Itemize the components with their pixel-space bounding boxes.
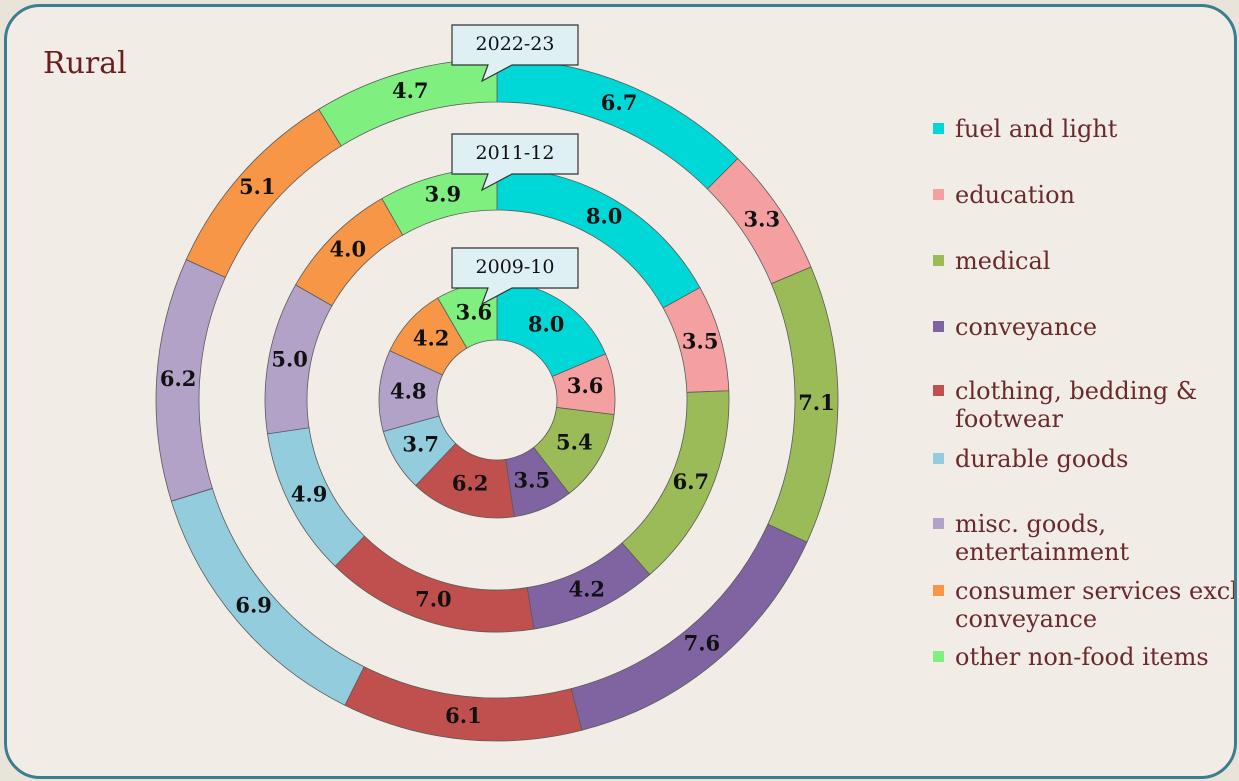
value-label: 6.7 [673,469,710,494]
value-label: 7.0 [415,587,452,612]
legend-label: clothing, bedding & footwear [955,377,1198,433]
value-label: 6.2 [452,470,489,495]
value-label: 3.6 [456,300,493,325]
value-label: 3.5 [682,329,719,354]
legend-label: other non-food items [955,643,1209,671]
legend-swatch [933,585,944,596]
value-label: 7.1 [798,390,835,415]
value-label: 4.8 [390,378,427,403]
value-label: 3.3 [744,207,781,232]
legend-swatch [933,255,944,266]
chart-title: Rural [43,46,127,81]
series-callout [451,247,579,306]
legend-label: education [955,181,1075,209]
legend-item: conveyance [933,313,1234,341]
legend-item: other non-food items [933,643,1234,671]
ring-segment [334,535,535,633]
value-label: 4.2 [568,576,605,601]
value-label: 8.0 [528,311,565,336]
value-label: 3.9 [425,182,462,207]
value-label: 4.0 [330,236,367,261]
legend-label: durable goods [955,445,1129,473]
value-label: 6.1 [445,703,482,728]
ring-segment [381,167,498,236]
chart-frame: Rural 8.0 3.6 5.4 3.5 6.2 3.7 4.8 4.2 3.6 2009-10… [4,4,1237,779]
legend-item: education [933,181,1234,209]
legend-swatch [933,651,944,662]
legend-label: misc. goods, entertainment [955,510,1130,566]
legend-swatch [933,385,944,396]
series-label: 2011-12 [476,142,555,164]
series-label: 2009-10 [476,256,555,278]
legend-item: misc. goods, entertainment [933,510,1234,566]
value-label: 3.7 [402,431,439,456]
value-label: 8.0 [586,204,623,229]
legend-swatch [933,321,944,332]
value-label: 6.2 [160,366,197,391]
chart: Rural 8.03.65.43.56.23.74.84.23.62009-10… [43,24,839,742]
legend-swatch [933,189,944,200]
legend-item: medical [933,247,1234,275]
legend-item: consumer services excl. conveyance [933,577,1237,633]
value-label: 3.6 [567,373,604,398]
value-label: 5.1 [239,174,276,199]
value-label: 6.9 [235,593,272,618]
legend-item: fuel and light [933,115,1234,143]
legend-swatch [933,518,944,529]
series-label: 2022-23 [476,33,555,55]
legend-swatch [933,123,944,134]
legend-item: durable goods [933,445,1234,473]
value-label: 5.0 [271,346,308,371]
series-callout [451,133,579,192]
value-label: 4.2 [413,326,450,351]
value-label: 7.6 [684,631,721,656]
value-label: 3.5 [514,467,551,492]
value-label: 4.9 [291,482,328,507]
legend-label: consumer services excl. conveyance [955,577,1237,633]
legend-item: clothing, bedding & footwear [933,377,1234,433]
value-label: 4.7 [392,78,429,103]
legend-label: medical [955,247,1051,275]
series-callout [451,24,579,83]
legend-label: fuel and light [955,115,1118,143]
ring-segment [318,58,498,147]
value-label: 5.4 [556,430,593,455]
legend-label: conveyance [955,313,1098,341]
legend-swatch [933,453,944,464]
value-label: 6.7 [601,90,638,115]
